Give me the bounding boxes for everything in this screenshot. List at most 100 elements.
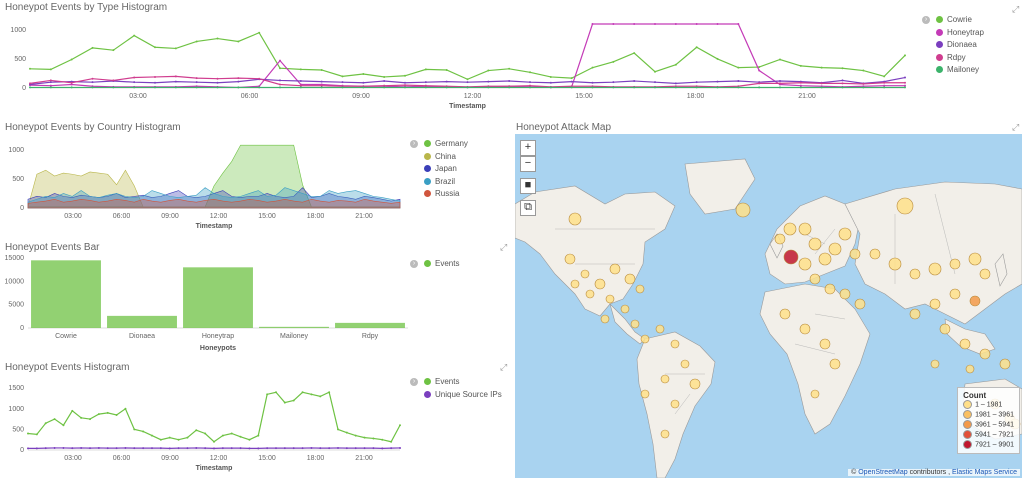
- data-point: [529, 81, 531, 84]
- data-point: [372, 447, 375, 450]
- data-point: [53, 418, 56, 421]
- data-point: [779, 58, 781, 61]
- attack-marker: [909, 308, 921, 320]
- panel-title: Honeypot Events Histogram: [5, 362, 130, 373]
- data-point: [841, 86, 844, 89]
- data-point: [154, 46, 156, 49]
- legend-item[interactable]: Unique Source IPs: [410, 389, 502, 402]
- data-point: [133, 34, 136, 37]
- data-point: [404, 84, 406, 87]
- draw-rectangle-icon[interactable]: ■: [520, 178, 536, 194]
- x-tick-label: 12:00: [464, 93, 482, 100]
- data-point: [159, 447, 162, 450]
- data-point: [257, 447, 260, 450]
- data-point: [341, 81, 344, 84]
- data-point: [258, 31, 261, 34]
- legend-item[interactable]: Rdpy: [922, 52, 984, 65]
- expand-icon[interactable]: ⤢: [1012, 122, 1020, 132]
- data-point: [89, 447, 91, 450]
- expand-icon[interactable]: ⤢: [1012, 4, 1020, 14]
- data-point: [237, 86, 240, 89]
- expand-icon[interactable]: ⤢: [500, 362, 508, 372]
- attack-marker: [838, 227, 852, 241]
- data-point: [266, 393, 269, 396]
- attack-marker: [609, 263, 621, 275]
- chevron-right-icon[interactable]: ›: [922, 15, 930, 24]
- osm-link[interactable]: OpenStreetMap: [858, 469, 908, 476]
- data-point: [633, 86, 636, 89]
- data-point: [695, 86, 698, 89]
- zoom-in-button[interactable]: +: [520, 140, 536, 156]
- attack-marker: [979, 268, 991, 280]
- data-point: [124, 446, 127, 449]
- attack-map[interactable]: + − ■ ⧉ Count 1 – 1981 1981 – 3961 3961 – …: [515, 134, 1022, 478]
- data-point: [213, 447, 215, 450]
- zoom-out-button[interactable]: −: [520, 156, 536, 172]
- attack-marker: [829, 358, 841, 370]
- data-point: [204, 447, 207, 450]
- attack-marker: [689, 378, 701, 390]
- legend-toggle[interactable]: › Cowrie: [922, 14, 984, 27]
- data-point: [445, 68, 448, 71]
- legend-label: Unique Source IPs: [435, 389, 502, 399]
- legend-dot: [936, 41, 943, 49]
- x-axis-label: Timestamp: [196, 465, 233, 472]
- attack-marker: [969, 295, 981, 307]
- data-point: [904, 54, 906, 57]
- legend-item[interactable]: Japan: [410, 163, 468, 176]
- legend: › Events: [410, 258, 459, 271]
- data-point: [237, 77, 240, 80]
- legend-dot: [424, 390, 431, 398]
- data-point: [97, 446, 100, 449]
- data-point: [292, 447, 295, 450]
- data-point: [319, 447, 322, 450]
- map-legend-swatch: [963, 430, 973, 439]
- data-point: [115, 447, 118, 450]
- data-point: [216, 77, 219, 80]
- data-point: [299, 68, 302, 71]
- data-point: [591, 23, 594, 25]
- attack-marker: [959, 338, 971, 350]
- legend: › Events Unique Source IPs: [410, 376, 502, 401]
- map-legend-item: 3961 – 5941: [963, 420, 1014, 430]
- map-legend-label: 1981 – 3961: [975, 411, 1014, 419]
- legend-item[interactable]: Mailoney: [922, 64, 984, 77]
- x-tick-label: 15:00: [258, 213, 276, 220]
- data-point: [737, 80, 740, 83]
- legend-item[interactable]: Brazil: [410, 176, 468, 189]
- fit-bounds-icon[interactable]: ⧉: [520, 200, 536, 216]
- attack-marker: [655, 324, 665, 334]
- data-point: [91, 46, 94, 49]
- data-point: [383, 84, 386, 87]
- legend-dot: [936, 66, 943, 74]
- chevron-right-icon[interactable]: ›: [410, 259, 418, 268]
- data-point: [758, 82, 761, 85]
- data-point: [904, 86, 906, 89]
- y-tick-label: 0: [20, 447, 24, 454]
- expand-icon[interactable]: ⤢: [500, 242, 508, 252]
- x-tick-label: 09:00: [161, 455, 179, 462]
- legend-item[interactable]: Russia: [410, 188, 468, 201]
- chevron-right-icon[interactable]: ›: [410, 139, 418, 148]
- legend-toggle[interactable]: › Events: [410, 258, 459, 271]
- data-point: [230, 447, 233, 450]
- data-point: [758, 66, 761, 69]
- legend-toggle[interactable]: › Events: [410, 376, 502, 389]
- legend-item[interactable]: Honeytrap: [922, 27, 984, 40]
- chevron-right-icon[interactable]: ›: [410, 377, 418, 386]
- series-area-japan: [27, 187, 401, 209]
- map-title: Honeypot Attack Map: [516, 122, 612, 133]
- x-tick-label: 21:00: [798, 93, 816, 100]
- x-tick-label: 03:00: [64, 455, 82, 462]
- data-point: [174, 47, 177, 50]
- data-point: [799, 84, 802, 87]
- bar-rdpy: [335, 322, 405, 328]
- data-point: [27, 432, 29, 435]
- legend-item[interactable]: China: [410, 151, 468, 164]
- legend-item[interactable]: Dionaea: [922, 39, 984, 52]
- data-point: [390, 447, 393, 450]
- legend-toggle[interactable]: › Germany: [410, 138, 468, 151]
- x-tick-label: 03:00: [64, 213, 82, 220]
- ems-link[interactable]: Elastic Maps Service: [952, 469, 1017, 476]
- data-point: [883, 75, 886, 78]
